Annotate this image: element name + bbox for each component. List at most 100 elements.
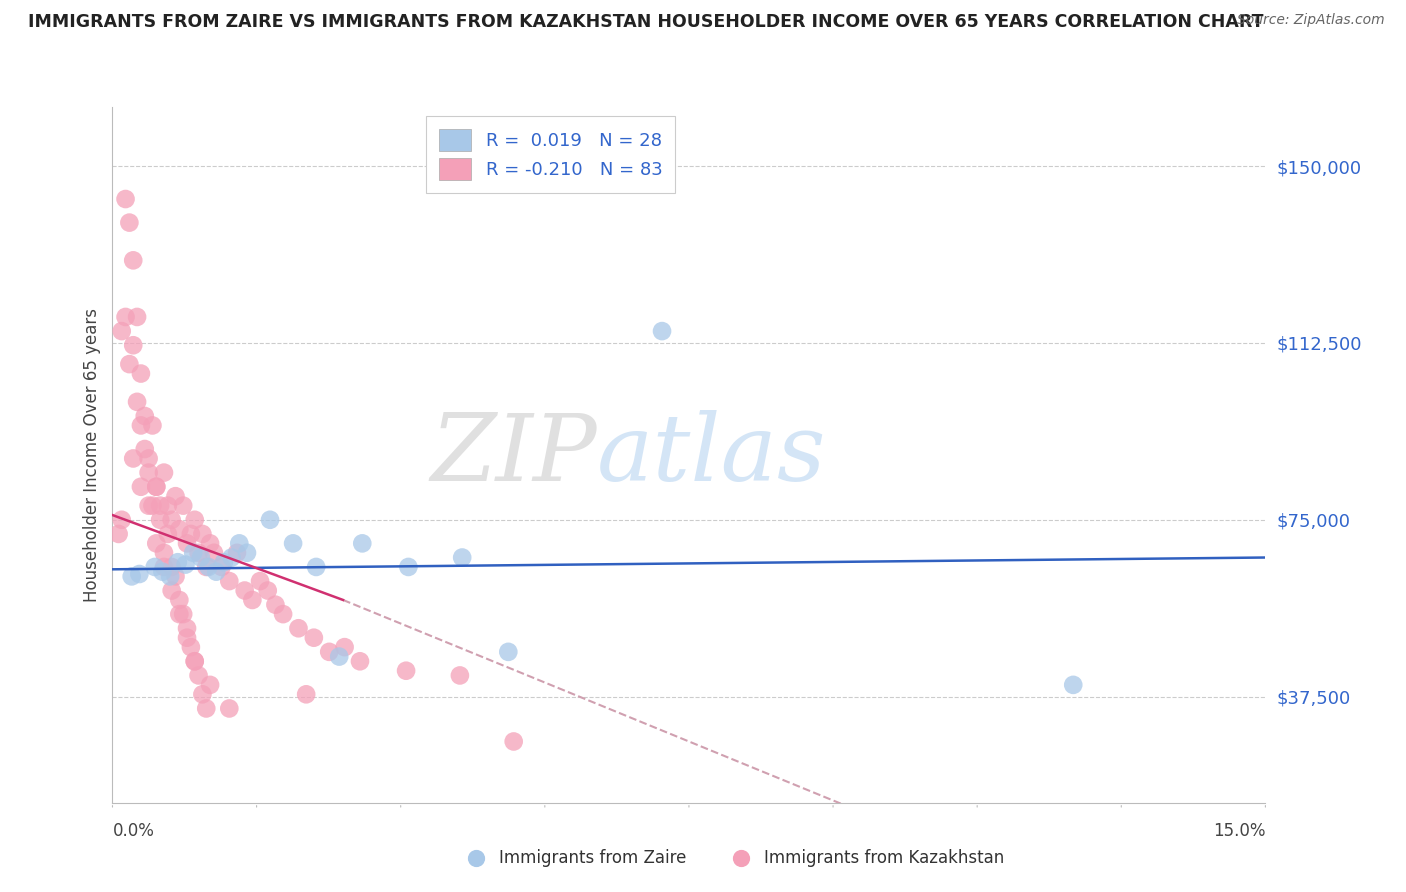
Point	[156, 499, 179, 513]
Point	[233, 583, 256, 598]
Point	[143, 866, 166, 880]
Point	[264, 598, 287, 612]
Point	[271, 607, 294, 621]
Point	[352, 536, 374, 550]
Point	[138, 466, 160, 480]
Point	[187, 668, 209, 682]
Point	[202, 546, 225, 560]
Point	[169, 522, 191, 536]
Text: 15.0%: 15.0%	[1213, 822, 1265, 839]
Point	[122, 338, 145, 352]
Point	[114, 192, 136, 206]
Point	[172, 607, 194, 621]
Point	[129, 418, 152, 433]
Point	[160, 583, 183, 598]
Point	[174, 558, 197, 572]
Point	[198, 678, 221, 692]
Point	[107, 527, 129, 541]
Point	[249, 574, 271, 588]
Point	[218, 574, 240, 588]
Point	[305, 560, 328, 574]
Point	[259, 513, 281, 527]
Point	[160, 513, 183, 527]
Point	[114, 310, 136, 324]
Point	[302, 631, 325, 645]
Point	[183, 654, 205, 668]
Legend: R =  0.019   N = 28, R = -0.210   N = 83: R = 0.019 N = 28, R = -0.210 N = 83	[426, 116, 675, 193]
Point	[349, 654, 371, 668]
Point	[138, 499, 160, 513]
Point	[190, 550, 212, 565]
Point	[281, 536, 304, 550]
Text: 0.0%: 0.0%	[112, 822, 155, 839]
Point	[183, 654, 205, 668]
Point	[395, 664, 418, 678]
Point	[191, 687, 214, 701]
Point	[141, 418, 163, 433]
Text: atlas: atlas	[596, 410, 827, 500]
Point	[180, 527, 202, 541]
Point	[502, 734, 524, 748]
Point	[498, 645, 520, 659]
Point	[176, 536, 198, 550]
Point	[1062, 678, 1084, 692]
Point	[195, 560, 218, 574]
Point	[125, 310, 148, 324]
Point	[145, 480, 167, 494]
Point	[181, 546, 204, 560]
Point	[118, 357, 141, 371]
Point	[159, 569, 181, 583]
Point	[125, 395, 148, 409]
Point	[172, 499, 194, 513]
Text: Immigrants from Zaire: Immigrants from Zaire	[499, 849, 686, 867]
Point	[191, 527, 214, 541]
Point	[180, 640, 202, 654]
Point	[152, 565, 174, 579]
Point	[236, 546, 259, 560]
Point	[176, 631, 198, 645]
Point	[122, 253, 145, 268]
Point	[197, 560, 219, 574]
Point	[145, 536, 167, 550]
Point	[165, 489, 187, 503]
Text: IMMIGRANTS FROM ZAIRE VS IMMIGRANTS FROM KAZAKHSTAN HOUSEHOLDER INCOME OVER 65 Y: IMMIGRANTS FROM ZAIRE VS IMMIGRANTS FROM…	[28, 13, 1264, 31]
Point	[333, 640, 356, 654]
Point	[160, 560, 183, 574]
Point	[166, 555, 188, 569]
Point	[451, 550, 474, 565]
Point	[145, 480, 167, 494]
Point	[111, 324, 134, 338]
Point	[187, 546, 209, 560]
Point	[125, 866, 148, 880]
Point	[211, 560, 233, 574]
Point	[195, 701, 218, 715]
Point	[122, 451, 145, 466]
Point	[129, 480, 152, 494]
Point	[318, 645, 340, 659]
Point	[149, 513, 172, 527]
Point	[138, 451, 160, 466]
Point	[169, 593, 191, 607]
Point	[651, 324, 673, 338]
Text: ZIP: ZIP	[430, 410, 596, 500]
Point	[153, 560, 176, 574]
Point	[256, 583, 278, 598]
Point	[240, 593, 263, 607]
Point	[165, 569, 187, 583]
Text: Source: ZipAtlas.com: Source: ZipAtlas.com	[1237, 13, 1385, 28]
Y-axis label: Householder Income Over 65 years: Householder Income Over 65 years	[83, 308, 101, 602]
Point	[169, 607, 191, 621]
Point	[295, 687, 318, 701]
Point	[221, 550, 243, 565]
Point	[156, 527, 179, 541]
Point	[228, 536, 250, 550]
Point	[153, 466, 176, 480]
Point	[212, 555, 235, 569]
Point	[153, 546, 176, 560]
Point	[128, 567, 150, 582]
Point	[198, 536, 221, 550]
Point	[149, 499, 172, 513]
Point	[218, 701, 240, 715]
Point	[141, 499, 163, 513]
Point	[183, 513, 205, 527]
